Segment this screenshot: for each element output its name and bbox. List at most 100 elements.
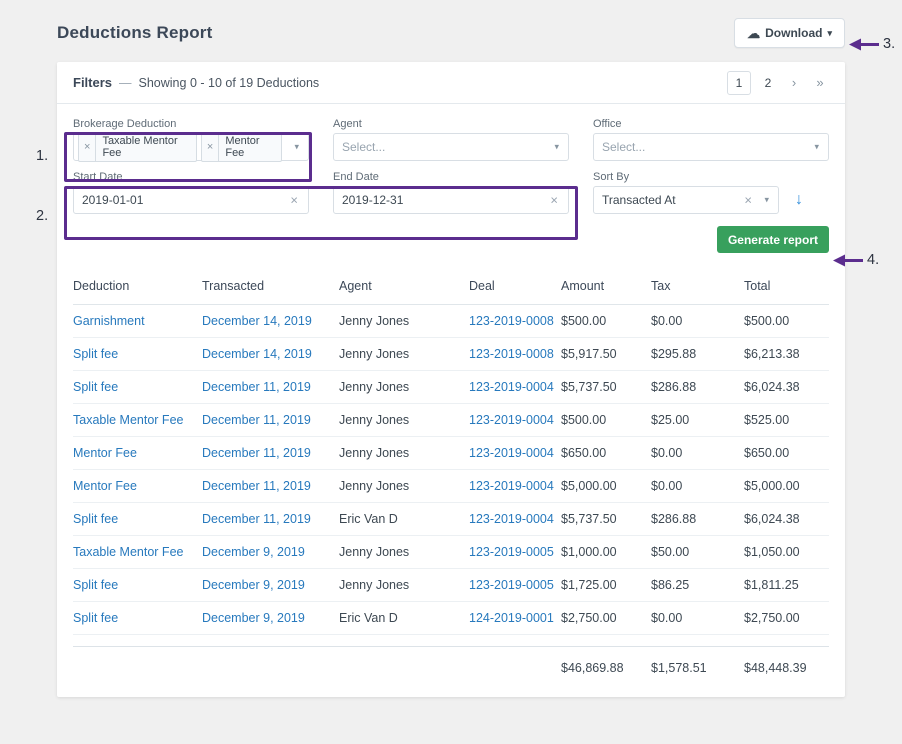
transacted-date-link[interactable]: December 9, 2019 bbox=[202, 578, 305, 592]
tax-cell: $286.88 bbox=[651, 502, 744, 536]
deduction-link[interactable]: Mentor Fee bbox=[73, 479, 137, 493]
filters-body: Brokerage Deduction × Taxable Mentor Fee… bbox=[57, 104, 845, 267]
agent-cell: Jenny Jones bbox=[339, 403, 469, 437]
agent-cell: Jenny Jones bbox=[339, 469, 469, 503]
deal-link[interactable]: 123-2019-0005 bbox=[469, 545, 554, 559]
totals-total: $48,448.39 bbox=[744, 646, 829, 691]
table-body: Garnishment December 14, 2019 Jenny Jone… bbox=[73, 304, 829, 635]
generate-report-button[interactable]: Generate report bbox=[716, 226, 829, 253]
clear-icon[interactable]: × bbox=[744, 192, 752, 208]
amount-cell: $5,000.00 bbox=[561, 469, 651, 503]
remove-tag-icon[interactable]: × bbox=[202, 133, 220, 161]
deduction-link[interactable]: Split fee bbox=[73, 611, 119, 625]
transacted-date-link[interactable]: December 11, 2019 bbox=[202, 413, 311, 427]
deal-link[interactable]: 124-2019-0001 bbox=[469, 611, 554, 625]
download-label: Download bbox=[765, 26, 823, 40]
deduction-link[interactable]: Garnishment bbox=[73, 314, 145, 328]
agent-label: Agent bbox=[333, 118, 362, 130]
deduction-link[interactable]: Split fee bbox=[73, 512, 119, 526]
brokerage-deduction-select[interactable]: × Taxable Mentor Fee × Mentor Fee ▾ bbox=[73, 132, 309, 162]
transacted-date-link[interactable]: December 11, 2019 bbox=[202, 446, 311, 460]
table-row: Garnishment December 14, 2019 Jenny Jone… bbox=[73, 304, 829, 338]
transacted-date-link[interactable]: December 14, 2019 bbox=[202, 314, 312, 328]
table-header-row: Deduction Transacted Agent Deal Amount T… bbox=[73, 267, 829, 305]
caret-down-icon[interactable]: ▾ bbox=[764, 194, 769, 205]
deduction-link[interactable]: Taxable Mentor Fee bbox=[73, 545, 184, 559]
table-row: Split fee December 9, 2019 Jenny Jones 1… bbox=[73, 568, 829, 602]
deduction-link[interactable]: Split fee bbox=[73, 578, 119, 592]
start-date-input[interactable]: 2019-01-01 × bbox=[73, 186, 309, 214]
filters-dash: — bbox=[119, 76, 132, 90]
deduction-link[interactable]: Split fee bbox=[73, 380, 119, 394]
total-cell: $525.00 bbox=[744, 403, 829, 437]
agent-placeholder: Select... bbox=[342, 140, 386, 154]
deal-link[interactable]: 123-2019-0004 bbox=[469, 413, 554, 427]
deduction-link[interactable]: Taxable Mentor Fee bbox=[73, 413, 184, 427]
tax-cell: $286.88 bbox=[651, 370, 744, 404]
tax-cell: $0.00 bbox=[651, 304, 744, 338]
transacted-date-link[interactable]: December 11, 2019 bbox=[202, 479, 311, 493]
col-header-amount: Amount bbox=[561, 267, 651, 305]
tax-cell: $295.88 bbox=[651, 337, 744, 371]
pagination-page-1[interactable]: 1 bbox=[727, 70, 751, 95]
deal-link[interactable]: 123-2019-0004 bbox=[469, 446, 554, 460]
sort-by-select[interactable]: Transacted At × ▾ bbox=[593, 186, 779, 214]
office-label: Office bbox=[593, 118, 622, 130]
tax-cell: $50.00 bbox=[651, 535, 744, 569]
pagination-last[interactable]: » bbox=[811, 71, 829, 95]
brokerage-deduction-label: Brokerage Deduction bbox=[73, 118, 177, 130]
deal-link[interactable]: 123-2019-0004 bbox=[469, 512, 554, 526]
total-cell: $6,213.38 bbox=[744, 337, 829, 371]
transacted-date-link[interactable]: December 14, 2019 bbox=[202, 347, 312, 361]
annotation-number-3: 3. bbox=[883, 36, 896, 52]
agent-cell: Jenny Jones bbox=[339, 304, 469, 338]
agent-cell: Jenny Jones bbox=[339, 337, 469, 371]
start-date-value: 2019-01-01 bbox=[82, 193, 144, 207]
tax-cell: $0.00 bbox=[651, 469, 744, 503]
deal-link[interactable]: 123-2019-0008 bbox=[469, 314, 554, 328]
annotation-number-2: 2. bbox=[36, 208, 49, 224]
deal-link[interactable]: 123-2019-0004 bbox=[469, 479, 554, 493]
transacted-date-link[interactable]: December 9, 2019 bbox=[202, 611, 305, 625]
pagination-page-2[interactable]: 2 bbox=[759, 71, 777, 95]
office-select[interactable]: Select... ▾ bbox=[593, 133, 829, 161]
transacted-date-link[interactable]: December 11, 2019 bbox=[202, 512, 311, 526]
deal-link[interactable]: 123-2019-0005 bbox=[469, 578, 554, 592]
transacted-date-link[interactable]: December 11, 2019 bbox=[202, 380, 311, 394]
amount-cell: $5,917.50 bbox=[561, 337, 651, 371]
table-row: Split fee December 14, 2019 Jenny Jones … bbox=[73, 337, 829, 371]
total-cell: $1,050.00 bbox=[744, 535, 829, 569]
pagination-next[interactable]: › bbox=[785, 71, 803, 95]
download-button[interactable]: ☁ Download ▾ bbox=[734, 18, 845, 48]
start-date-label: Start Date bbox=[73, 171, 123, 183]
clear-icon[interactable]: × bbox=[550, 192, 558, 208]
total-cell: $650.00 bbox=[744, 436, 829, 470]
deductions-table: Deduction Transacted Agent Deal Amount T… bbox=[57, 267, 845, 697]
amount-cell: $650.00 bbox=[561, 436, 651, 470]
table-row: Taxable Mentor Fee December 9, 2019 Jenn… bbox=[73, 535, 829, 569]
tag-label: Taxable Mentor Fee bbox=[102, 135, 178, 159]
transacted-date-link[interactable]: December 9, 2019 bbox=[202, 545, 305, 559]
end-date-input[interactable]: 2019-12-31 × bbox=[333, 186, 569, 214]
deal-link[interactable]: 123-2019-0004 bbox=[469, 380, 554, 394]
remove-tag-icon[interactable]: × bbox=[79, 133, 97, 161]
pagination: 1 2 › » bbox=[727, 70, 829, 95]
amount-cell: $500.00 bbox=[561, 403, 651, 437]
sort-direction-icon[interactable]: ↓ bbox=[795, 191, 803, 208]
deal-link[interactable]: 123-2019-0008 bbox=[469, 347, 554, 361]
filters-header: Filters — Showing 0 - 10 of 19 Deduction… bbox=[57, 62, 845, 104]
agent-cell: Eric Van D bbox=[339, 502, 469, 536]
caret-down-icon[interactable]: ▾ bbox=[294, 141, 299, 152]
col-header-total: Total bbox=[744, 267, 829, 305]
deduction-link[interactable]: Split fee bbox=[73, 347, 119, 361]
cloud-download-icon: ☁ bbox=[747, 25, 761, 41]
office-placeholder: Select... bbox=[602, 140, 646, 154]
sort-by-label: Sort By bbox=[593, 171, 630, 183]
agent-select[interactable]: Select... ▾ bbox=[333, 133, 569, 161]
caret-down-icon[interactable]: ▾ bbox=[814, 141, 819, 152]
deduction-link[interactable]: Mentor Fee bbox=[73, 446, 137, 460]
caret-down-icon[interactable]: ▾ bbox=[554, 141, 559, 152]
table-row: Split fee December 11, 2019 Eric Van D 1… bbox=[73, 502, 829, 536]
table-row: Split fee December 9, 2019 Eric Van D 12… bbox=[73, 601, 829, 635]
clear-icon[interactable]: × bbox=[290, 192, 298, 208]
